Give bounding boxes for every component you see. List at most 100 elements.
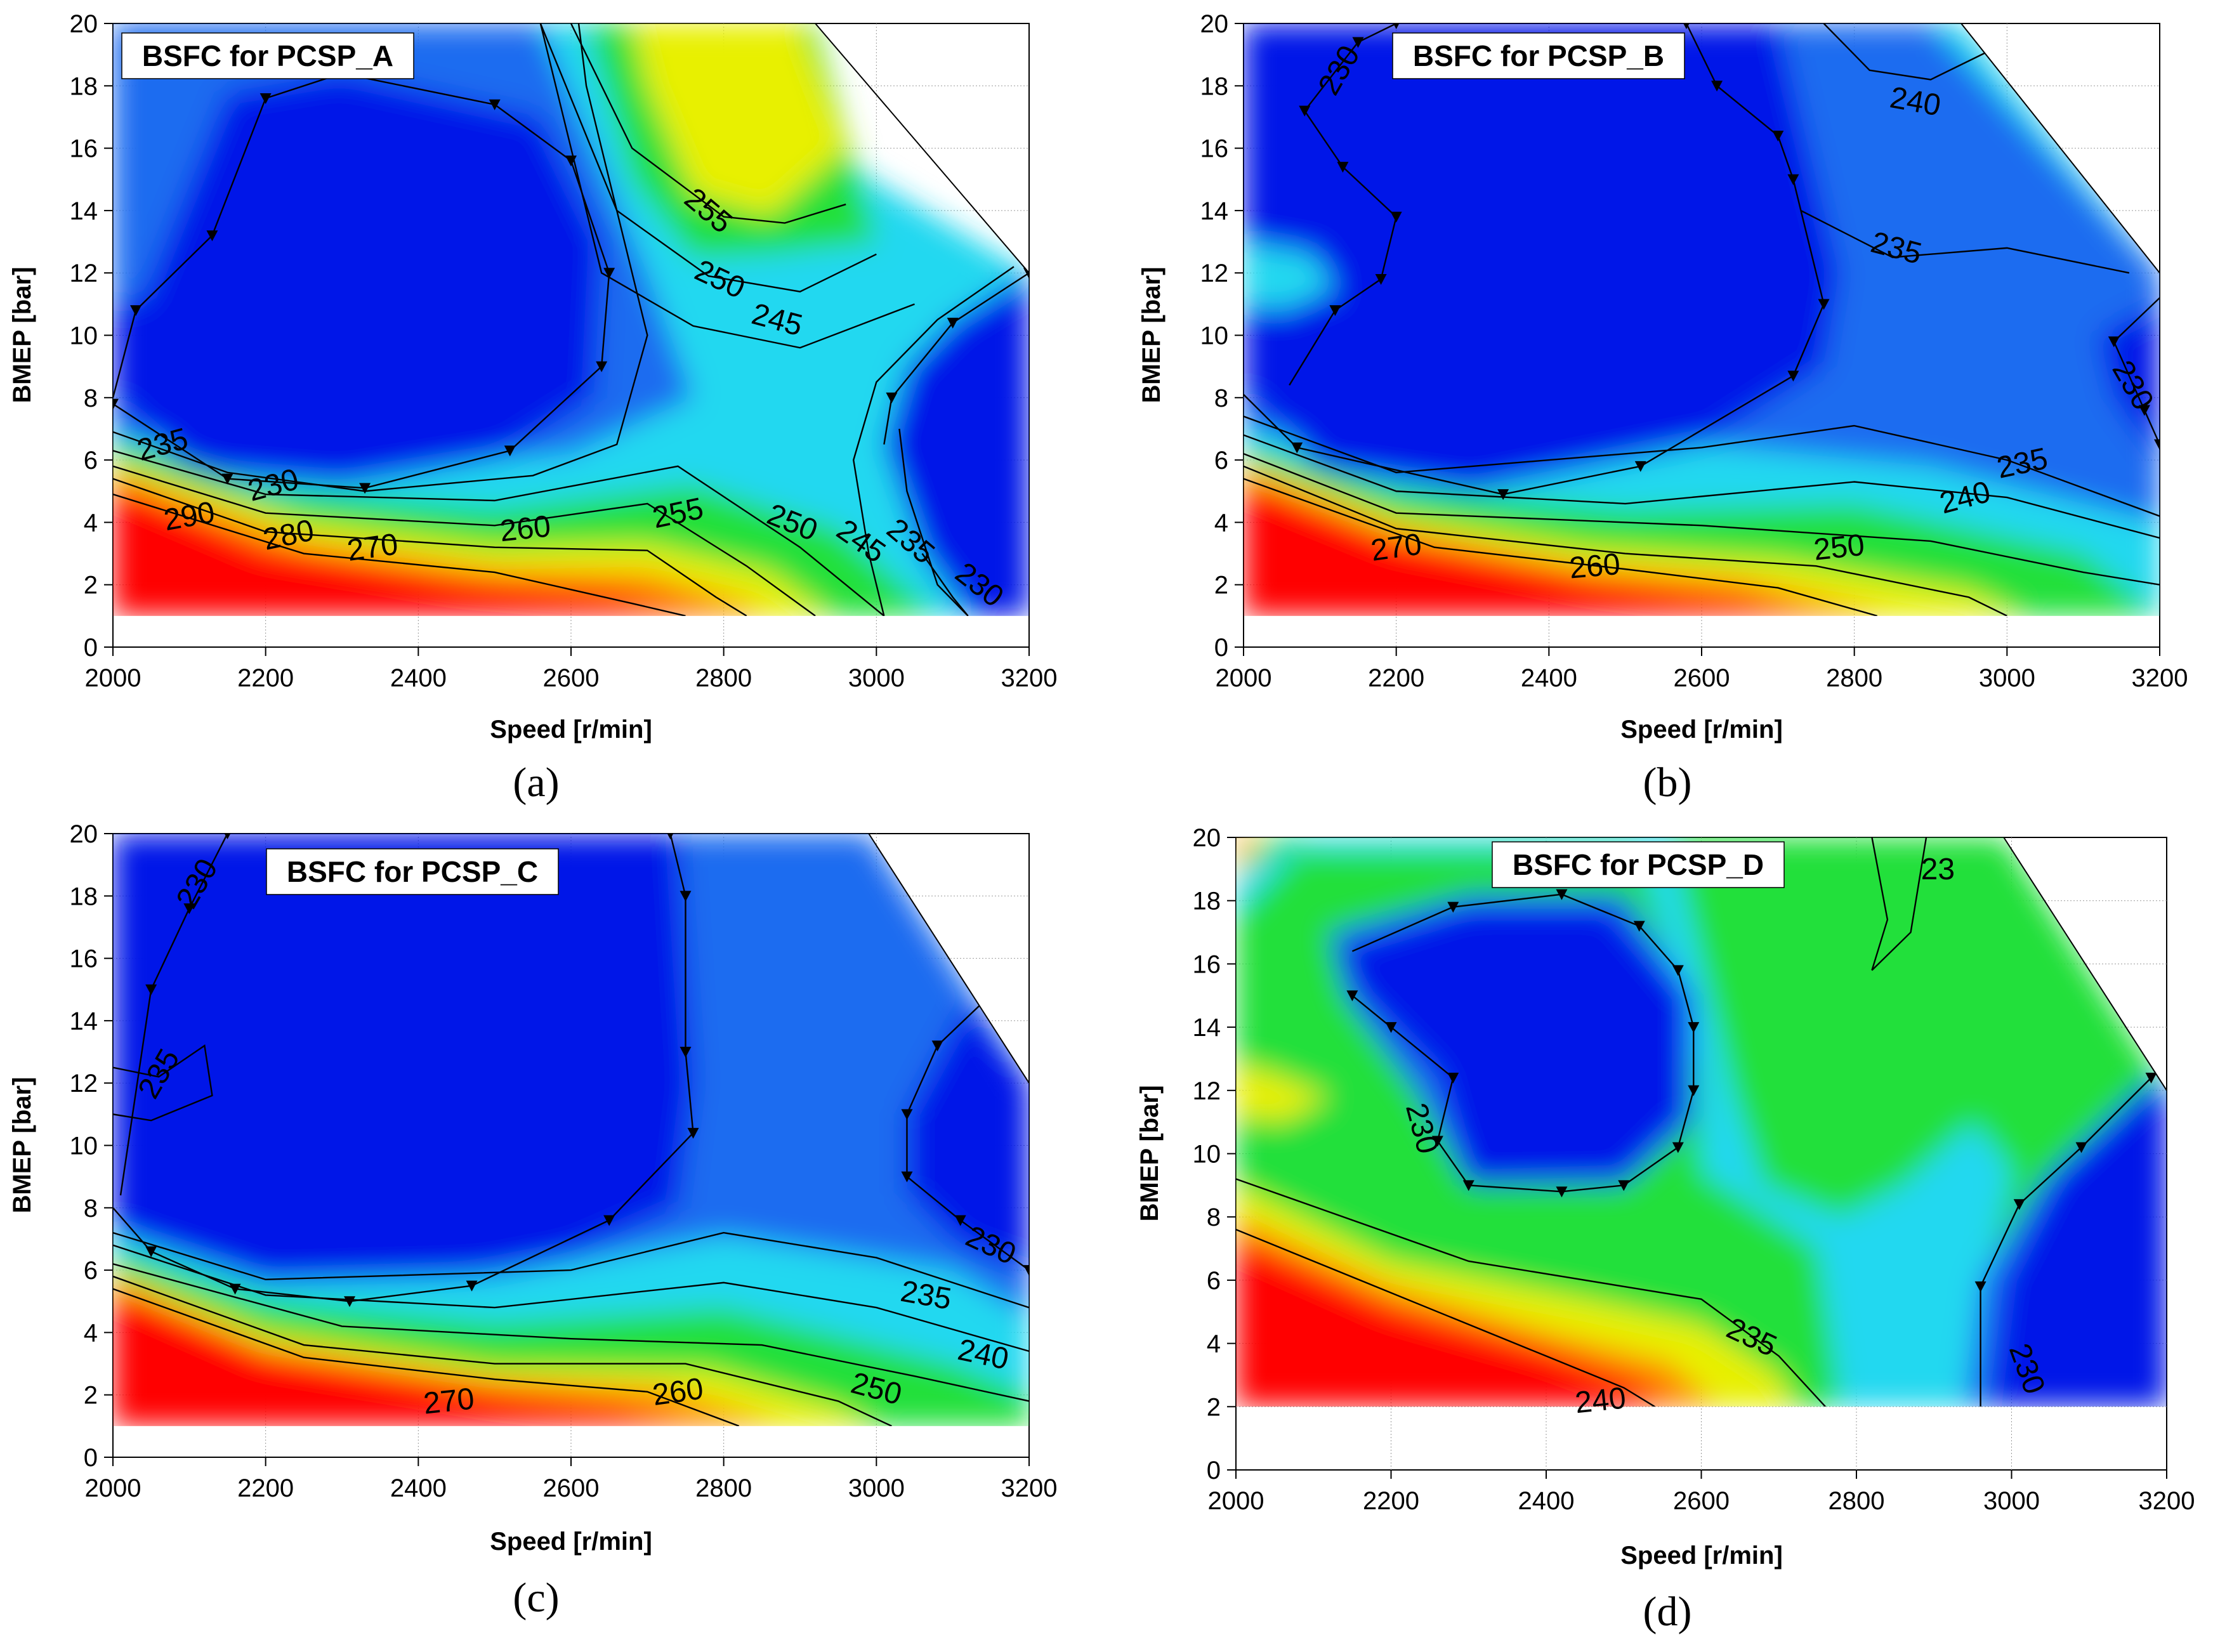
- y-tick-label: 12: [70, 1070, 98, 1098]
- y-tick-label: 18: [1200, 72, 1229, 100]
- contour-line: [883, 272, 1029, 445]
- y-tick-label: 18: [1193, 888, 1221, 915]
- contour-line: [921, 553, 969, 616]
- title-box: [266, 848, 559, 895]
- title-box: [1392, 32, 1685, 79]
- contour-line: [113, 478, 747, 616]
- x-tick-label: 2800: [695, 664, 752, 692]
- y-tick-label: 6: [1214, 447, 1228, 475]
- x-tick-label: 2800: [1829, 1487, 1885, 1515]
- contour-marker: [947, 317, 959, 329]
- contour-marker: [886, 392, 898, 403]
- contour-marker: [221, 473, 233, 485]
- contour-lines: [113, 834, 1029, 1426]
- y-tick-label: 6: [84, 447, 98, 475]
- contour-marker: [2108, 336, 2120, 348]
- colour-region: [1244, 478, 1816, 616]
- contour-line: [113, 465, 816, 616]
- y-tick-label: 20: [1200, 10, 1229, 38]
- x-tick-label: 2600: [543, 1474, 600, 1502]
- x-tick-label: 2600: [1673, 1487, 1730, 1515]
- contour-label: 250: [1812, 528, 1866, 567]
- contour-marker: [1299, 105, 1311, 117]
- x-axis-label: Speed [r/min]: [490, 1528, 652, 1556]
- x-axis-label: Speed [r/min]: [1620, 716, 1783, 744]
- contour-marker: [1787, 370, 1799, 382]
- y-tick-label: 4: [1207, 1330, 1221, 1358]
- contour-label-text: 260: [498, 509, 552, 548]
- colour-region: [1244, 242, 1336, 311]
- contour-line: [113, 1263, 1029, 1402]
- y-tick-label: 20: [1193, 824, 1221, 852]
- panel-label: (b): [1643, 759, 1692, 806]
- colour-field: [1244, 23, 2160, 616]
- contour-line: [906, 1001, 1029, 1271]
- contour-line: [1800, 209, 2130, 274]
- contour-marker: [1462, 1180, 1474, 1191]
- y-tick-label: 12: [70, 259, 98, 287]
- contour-marker: [1385, 1022, 1397, 1033]
- contour-line: [113, 1275, 892, 1426]
- colour-region: [1236, 1236, 1671, 1407]
- contour-marker: [687, 1127, 699, 1139]
- y-tick-label: 18: [70, 72, 98, 100]
- contour-line: [853, 266, 1015, 616]
- contour-marker: [603, 268, 615, 279]
- contour-marker: [1346, 990, 1358, 1002]
- contour-marker: [1634, 461, 1646, 472]
- y-tick-label: 18: [70, 882, 98, 910]
- colour-region: [1236, 1065, 1329, 1122]
- colour-field: [113, 23, 1029, 616]
- contour-marker: [680, 1047, 692, 1058]
- contour-marker: [1375, 274, 1387, 285]
- contour-marker: [1556, 1186, 1568, 1198]
- y-tick-label: 12: [1193, 1077, 1221, 1105]
- contour-line: [2113, 297, 2160, 445]
- contour-line: [113, 23, 648, 492]
- colour-layers: [113, 23, 1029, 616]
- chart-title: BSFC for PCSP_C: [287, 855, 538, 888]
- x-tick-label: 3200: [2132, 664, 2188, 692]
- y-tick-label: 0: [1214, 634, 1228, 662]
- contour-marker: [1672, 965, 1684, 976]
- x-tick-label: 2200: [237, 1474, 294, 1502]
- y-tick-label: 8: [1214, 384, 1228, 412]
- contour-marker: [130, 305, 142, 317]
- contour-line: [113, 1044, 213, 1122]
- y-axis-label: BMEP [bar]: [8, 267, 36, 403]
- x-tick-label: 2400: [390, 1474, 447, 1502]
- y-tick-label: 2: [84, 1382, 98, 1410]
- contour-marker: [1447, 901, 1459, 913]
- contour-line: [119, 834, 228, 1196]
- contour-label-text: 270: [1369, 527, 1424, 568]
- chart-title: BSFC for PCSP_A: [142, 39, 393, 72]
- envelope-line: [2003, 837, 2167, 1091]
- x-tick-label: 2800: [695, 1474, 752, 1502]
- y-tick-label: 14: [1200, 197, 1229, 225]
- contour-marker: [664, 834, 676, 839]
- contour-label: 23: [1921, 853, 1955, 886]
- x-tick-label: 2200: [237, 664, 294, 692]
- contour-line: [1244, 434, 2160, 539]
- x-tick-label: 3000: [848, 664, 905, 692]
- contour-marker: [1337, 162, 1349, 173]
- x-tick-label: 2400: [390, 664, 447, 692]
- contour-label-text: 23: [1921, 853, 1955, 886]
- x-tick-label: 2000: [1208, 1487, 1264, 1515]
- contour-marker: [2145, 1072, 2157, 1084]
- contour-line: [539, 23, 915, 349]
- x-tick-label: 2200: [1363, 1487, 1419, 1515]
- contour-lines: [1244, 23, 2160, 616]
- contour-line: [113, 494, 686, 616]
- y-tick-label: 14: [70, 1007, 98, 1035]
- contour-marker: [1291, 442, 1303, 454]
- colour-field: [1236, 837, 2167, 1407]
- contour-label: 260: [650, 1372, 706, 1412]
- contour-marker: [1787, 174, 1799, 185]
- x-tick-label: 2400: [1521, 664, 1577, 692]
- contour-marker: [901, 1109, 913, 1120]
